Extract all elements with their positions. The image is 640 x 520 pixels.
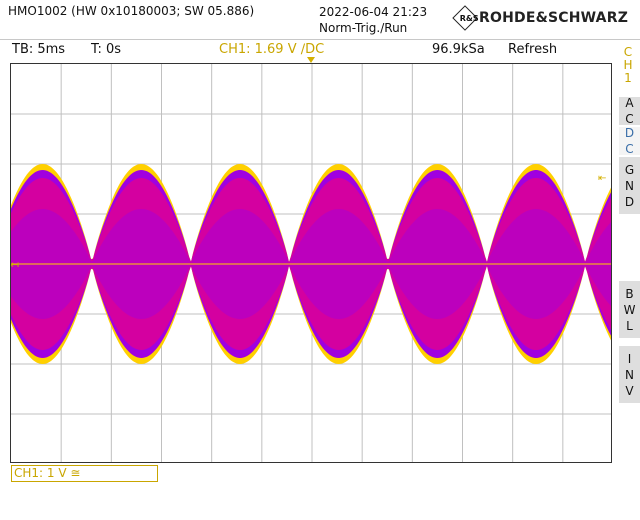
channel1-scale-box[interactable]: CH1: 1 V ≅	[11, 465, 158, 482]
waveform-canvas: ↤	[11, 64, 611, 462]
brand-name: ROHDE&SCHWARZ	[479, 10, 629, 26]
button-letter: L	[626, 318, 633, 333]
bandwidth-limit-button[interactable]: B W L	[619, 281, 640, 338]
channel1-tab[interactable]: C H 1	[620, 46, 636, 85]
button-letter: I	[627, 351, 632, 366]
button-letter: B	[625, 286, 634, 301]
waveform-display[interactable]: ↤	[10, 63, 612, 463]
channel-tab-letter: 1	[624, 71, 632, 85]
dc-coupling-button[interactable]: D C	[619, 126, 640, 156]
button-letter: A	[625, 96, 634, 110]
button-letter: N	[625, 178, 634, 193]
rs-logo-icon: R&S	[452, 5, 479, 31]
button-letter: G	[624, 162, 635, 177]
header-divider	[0, 39, 640, 40]
trigger-time-readout[interactable]: T: 0s	[91, 42, 122, 57]
trigger-position-icon[interactable]	[307, 57, 315, 63]
button-letter: N	[625, 367, 634, 382]
trigger-level-icon[interactable]: ⇤	[598, 173, 607, 184]
rs-logo-mark-text: R&S	[459, 14, 479, 24]
channel1-trace: ↤	[11, 164, 611, 364]
brand-logo: R&S ROHDE&SCHWARZ	[452, 5, 629, 31]
trigger-state: Norm-Trig./Run	[319, 21, 408, 35]
device-info: HMO1002 (HW 0x10180003; SW 05.886)	[8, 4, 255, 18]
channel1-trigger-readout[interactable]: CH1: 1.69 V ∕DC	[219, 42, 325, 57]
gnd-coupling-button[interactable]: G N D	[619, 157, 640, 214]
button-letter: C	[625, 112, 634, 126]
sample-rate-readout: 96.9kSa	[432, 42, 485, 57]
ground-level-icon[interactable]: ↤	[11, 258, 19, 271]
acquisition-mode-readout[interactable]: Refresh	[508, 42, 558, 57]
header-status: 2022-06-04 21:23 Norm-Trig./Run	[319, 4, 427, 36]
button-letter: C	[625, 142, 634, 156]
channel-tab-letter: C	[623, 45, 633, 59]
button-letter: V	[625, 383, 634, 398]
datetime: 2022-06-04 21:23	[319, 5, 428, 19]
invert-button[interactable]: I N V	[619, 346, 640, 403]
button-letter: W	[623, 302, 636, 317]
channel-tab-letter: H	[623, 58, 633, 72]
timebase-readout[interactable]: TB: 5ms	[12, 42, 66, 57]
ac-coupling-button[interactable]: A C	[619, 96, 640, 126]
button-letter: D	[624, 126, 635, 140]
button-letter: D	[624, 194, 635, 209]
